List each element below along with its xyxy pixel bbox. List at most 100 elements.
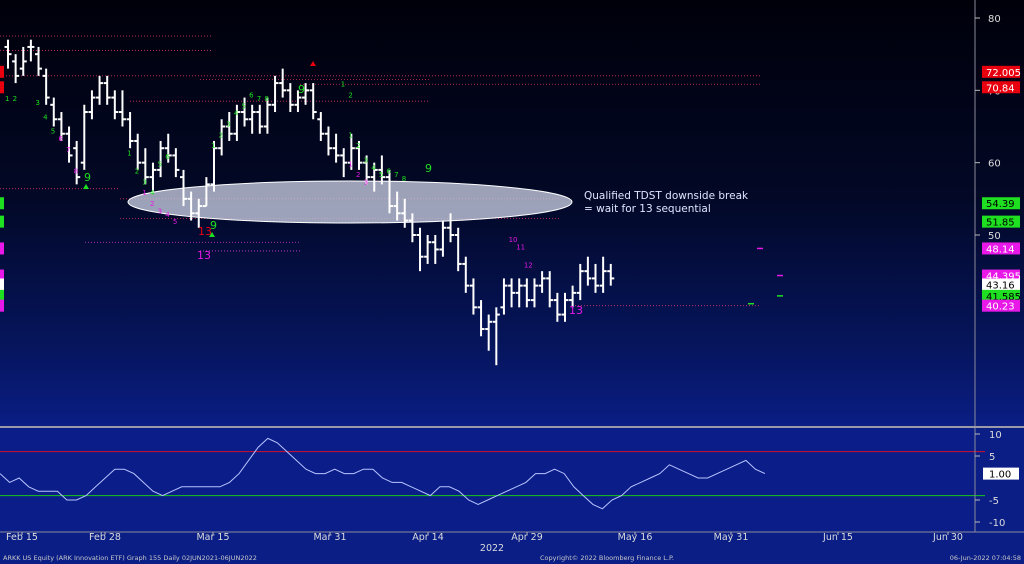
osc-tick-label: 10: [989, 430, 1002, 441]
annotation-text: = wait for 13 sequential: [584, 203, 711, 215]
setup-count: 3: [36, 99, 40, 107]
price-tag-label: 48.14: [986, 244, 1015, 255]
price-tag: [982, 289, 1020, 302]
y-tick-label: 50: [988, 231, 1001, 242]
countdown-count: 1: [348, 160, 352, 168]
countdown-count: 2: [356, 171, 360, 179]
countdown-count: 2: [150, 200, 154, 208]
arrow-up-icon: [209, 232, 215, 237]
countdown-count: 4: [165, 211, 170, 219]
x-tick-label: Apr 29: [511, 532, 543, 543]
sequential-count: 13: [198, 225, 212, 238]
arrow-up-icon: [83, 184, 89, 189]
sequential-count: 9: [210, 219, 217, 232]
sequential-count: 9: [425, 162, 432, 175]
setup-count: 6: [165, 153, 170, 161]
countdown-count: 12: [524, 262, 533, 270]
setup-count: 3: [364, 157, 368, 165]
setup-count: 4: [371, 164, 376, 172]
countdown-count: 7: [66, 146, 70, 154]
oscillator-line: [0, 437, 766, 510]
left-edge-marker: [0, 242, 4, 255]
price-tag: [982, 215, 1020, 228]
x-tick-label: Feb 28: [89, 532, 121, 543]
countdown-count: 11: [516, 243, 525, 251]
x-year-label: 2022: [480, 543, 504, 554]
left-edge-marker: [0, 299, 4, 312]
left-edge-marker: [0, 215, 4, 228]
setup-count: 5: [51, 128, 55, 136]
countdown-count: 5: [173, 218, 177, 226]
oscillator-panel-bg: [0, 428, 975, 532]
setup-count: 4: [150, 189, 155, 197]
price-tag-label: 72.005: [986, 68, 1021, 79]
setup-count: 2: [219, 131, 223, 139]
footer-security-info: ARKK US Equity (ARK Innovation ETF) Grap…: [3, 554, 257, 562]
x-tick-label: Mar 15: [196, 532, 229, 543]
left-edge-marker: [0, 289, 4, 302]
setup-count: 4: [234, 110, 239, 118]
footer-bar: ARKK US Equity (ARK Innovation ETF) Grap…: [0, 552, 1024, 564]
setup-count: 7: [394, 171, 398, 179]
setup-count: 5: [242, 102, 246, 110]
setup-count: 5: [379, 171, 383, 179]
setup-count: 8: [264, 95, 268, 103]
setup-count: 1: [5, 95, 9, 103]
price-tag: [982, 278, 1020, 291]
setup-count: 1: [127, 149, 131, 157]
osc-tick-label: -5: [989, 496, 999, 507]
left-edge-marker: [0, 81, 4, 94]
setup-count: 1: [341, 81, 345, 89]
countdown-count: 1: [142, 189, 146, 197]
setup-count: 3: [226, 121, 230, 129]
osc-value-tag: [983, 467, 1019, 480]
price-tag-label: 54.39: [986, 199, 1015, 210]
setup-count: 2: [135, 168, 139, 176]
countdown-count: 3: [158, 207, 162, 215]
setup-count: 1: [348, 131, 352, 139]
setup-count: 2: [348, 92, 352, 100]
price-tag: [982, 65, 1020, 78]
price-tag: [982, 197, 1020, 210]
osc-tick-label: 5: [989, 452, 995, 463]
arrow-up-icon: [310, 61, 316, 66]
price-tag: [982, 81, 1020, 94]
setup-count: 2: [356, 142, 360, 150]
setup-count: 3: [142, 178, 146, 186]
sequential-count: 13: [197, 249, 211, 262]
setup-count: 6: [249, 92, 254, 100]
price-tag-label: 43.16: [986, 280, 1015, 291]
price-tag-label: 70.84: [986, 83, 1015, 94]
x-tick-label: May 16: [618, 532, 653, 543]
price-tag-label: 40.23: [986, 302, 1015, 313]
x-tick-label: Mar 31: [313, 532, 346, 543]
left-edge-marker: [0, 197, 4, 210]
sequential-count: 9: [84, 171, 91, 184]
setup-count: 6: [387, 168, 392, 176]
countdown-count: 10: [509, 236, 518, 244]
x-tick-label: Apr 14: [412, 532, 444, 543]
setup-count: 5: [158, 160, 162, 168]
x-tick-label: Jun 30: [932, 532, 963, 543]
setup-count: 1: [211, 142, 215, 150]
price-tag-label: 51.85: [986, 218, 1015, 229]
price-tag: [982, 299, 1020, 312]
y-tick-label: 80: [988, 14, 1001, 25]
countdown-count: 3: [364, 178, 368, 186]
y-tick-label: 60: [988, 159, 1001, 170]
sequential-count: 9: [298, 83, 305, 96]
tdst-break-ellipse: [127, 180, 573, 224]
x-tick-label: Jun 15: [822, 532, 853, 543]
left-edge-marker: [0, 278, 4, 291]
setup-count: 2: [13, 95, 17, 103]
footer-copyright: Copyright© 2022 Bloomberg Finance L.P.: [540, 554, 674, 562]
price-tag-label: 44.395: [986, 272, 1021, 283]
setup-count: 7: [257, 95, 261, 103]
price-tag-label: 41.585: [986, 292, 1021, 303]
osc-tick-label: -10: [989, 518, 1005, 529]
price-tag: [982, 242, 1020, 255]
left-edge-marker: [0, 269, 4, 282]
x-tick-label: May 31: [714, 532, 749, 543]
